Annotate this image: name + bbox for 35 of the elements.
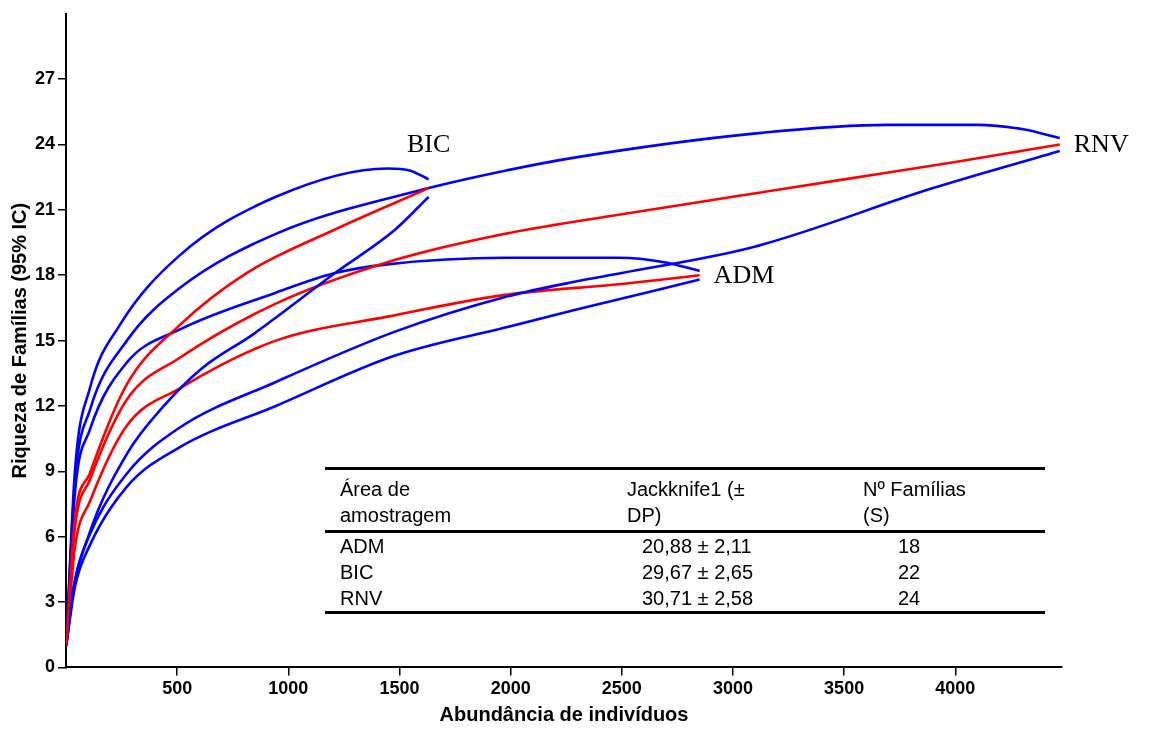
y-axis-title: Riqueza de Famílias (95% IC) — [7, 202, 30, 479]
x-tick-label: 1000 — [268, 678, 309, 699]
annotation: RNV — [340, 586, 384, 611]
y-tick-label: 9 — [45, 460, 56, 481]
annotation: ADM — [340, 534, 386, 559]
annotation: 20,88 ± 2,11 — [642, 534, 753, 559]
x-tick-label: 4000 — [935, 678, 976, 699]
x-tick-label: 3000 — [712, 678, 753, 699]
y-tick-label: 18 — [34, 264, 56, 285]
series-label: RNV — [1073, 129, 1129, 159]
series-label: BIC — [406, 128, 451, 158]
annotation: Área de amostragem — [340, 477, 453, 528]
y-tick-label: 27 — [34, 68, 56, 89]
annotation: BIC — [340, 560, 375, 585]
y-tick-label: 6 — [45, 525, 56, 546]
x-tick-label: 500 — [162, 678, 193, 699]
annotation: Jackknife1 (± DP) — [627, 477, 746, 528]
y-tick-label: 0 — [45, 656, 56, 677]
annotation: 24 — [898, 586, 922, 611]
annotation: 30,71 ± 2,58 — [642, 586, 755, 611]
annotation: 18 — [898, 534, 922, 559]
annotation: 29,67 ± 2,65 — [642, 560, 755, 585]
x-tick-label: 2500 — [601, 678, 642, 699]
y-tick-label: 21 — [34, 198, 56, 219]
y-tick-label: 24 — [34, 133, 56, 154]
x-tick-label: 1500 — [379, 678, 420, 699]
x-tick-label: 2000 — [490, 678, 531, 699]
series-label: ADM — [713, 260, 775, 290]
annotation: Nº Famílias (S) — [863, 477, 967, 528]
y-tick-label: 15 — [34, 329, 56, 350]
x-tick-label: 3500 — [824, 678, 865, 699]
x-axis-title: Abundância de indivíduos — [439, 702, 689, 725]
annotation: 22 — [898, 560, 922, 585]
y-tick-label: 3 — [45, 591, 56, 612]
y-tick-label: 12 — [34, 394, 56, 415]
